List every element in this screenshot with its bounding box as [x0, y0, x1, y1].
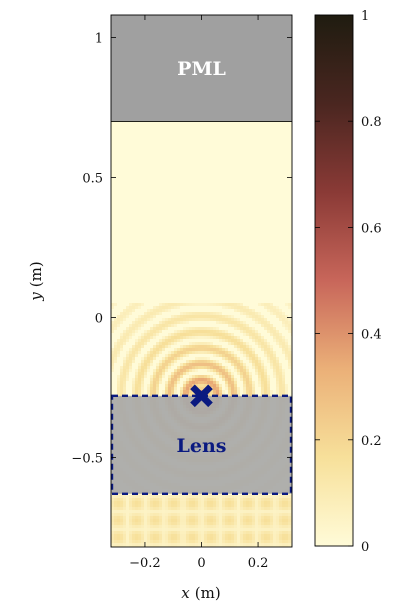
- pml-region: [111, 15, 292, 122]
- colorbar: [314, 14, 354, 547]
- lens-region: [111, 395, 292, 494]
- colorbar-tick-label: 1: [361, 9, 369, 24]
- colorbar-tick-label: 0.2: [361, 434, 382, 449]
- x-axis-title: x (m): [181, 584, 220, 602]
- colorbar-tick-label: 0.4: [361, 328, 382, 343]
- regions: PML Lens: [110, 15, 293, 495]
- marker-stroke-2: [190, 384, 213, 408]
- colorbar-tick-label: 0: [361, 540, 369, 555]
- x-tick-label: 0.2: [248, 556, 269, 571]
- source-marker: [190, 384, 213, 408]
- lens-region-label: Lens: [177, 435, 227, 457]
- colorbar-ticks: 0 0.2 0.4 0.6 0.8 1: [315, 9, 382, 555]
- colorbar-tick-label: 0.6: [361, 221, 382, 236]
- y-tick-label: 0.5: [82, 171, 103, 186]
- x-tick-label: 0: [197, 556, 205, 571]
- colorbar-tick-label: 0.8: [361, 115, 382, 130]
- y-axis-ticks: 1 0.5 0 −0.5: [71, 31, 292, 466]
- y-axis-title: y(m): [27, 261, 45, 301]
- y-tick-label: −0.5: [71, 451, 103, 466]
- pml-region-label: PML: [177, 58, 226, 80]
- y-tick-label: 1: [95, 31, 103, 46]
- lens-region-border: [110, 394, 293, 495]
- x-tick-label: −0.2: [129, 556, 161, 571]
- x-axis-ticks: −0.2 0 0.2: [129, 15, 268, 571]
- y-tick-label: 0: [95, 311, 103, 326]
